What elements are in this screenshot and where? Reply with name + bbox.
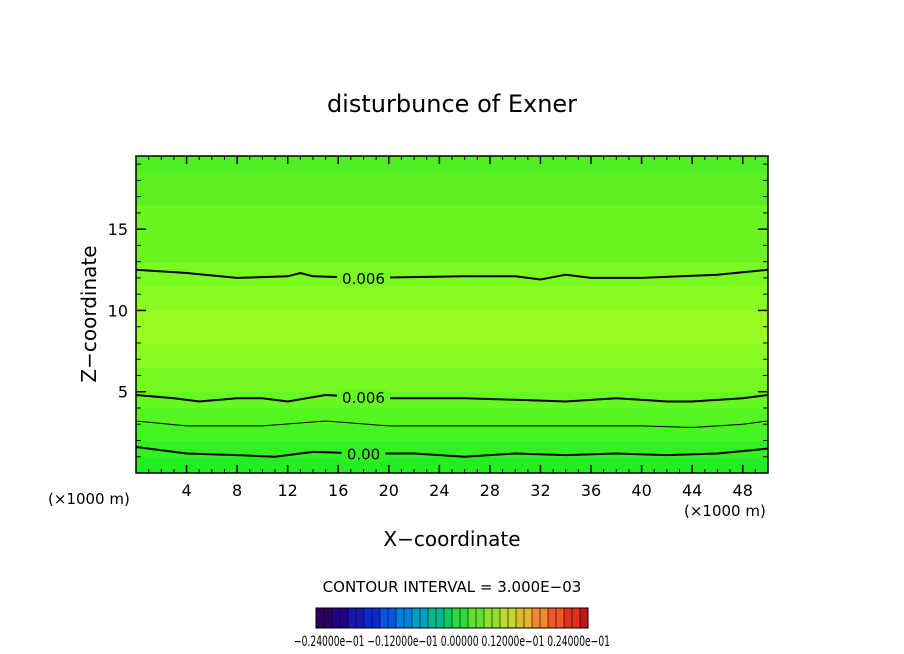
y-tick-label: 5 xyxy=(118,383,128,402)
x-axis-label: X−coordinate xyxy=(383,527,520,551)
svg-text:0.006: 0.006 xyxy=(342,270,385,288)
colorbar-swatch xyxy=(316,608,324,628)
colorbar-swatch xyxy=(436,608,444,628)
colorbar-swatch xyxy=(348,608,356,628)
x-tick-label: 44 xyxy=(682,481,702,500)
colorbar-swatch xyxy=(332,608,340,628)
colorbar-swatch xyxy=(540,608,548,628)
y-axis-ticks: 5 10 15 xyxy=(108,163,768,458)
colorbar-swatch xyxy=(580,608,588,628)
colorbar-swatch xyxy=(524,608,532,628)
fill-band-7 xyxy=(136,310,768,344)
colorbar-labels: −0.24000e−01 −0.12000e−01 0.00000 0.1200… xyxy=(294,634,610,650)
x-tick-label: 28 xyxy=(480,481,500,500)
colorbar-swatch xyxy=(324,608,332,628)
colorbar-swatch xyxy=(564,608,572,628)
svg-text:0.006: 0.006 xyxy=(342,389,385,407)
x-tick-label: 8 xyxy=(232,481,242,500)
colorbar-swatch xyxy=(532,608,540,628)
colorbar-swatch xyxy=(428,608,436,628)
x-tick-label: 36 xyxy=(581,481,601,500)
colorbar xyxy=(315,608,588,628)
colorbar-swatch xyxy=(460,608,468,628)
colorbar-swatch xyxy=(444,608,452,628)
fill-band-0 xyxy=(136,456,768,473)
x-tick-label: 4 xyxy=(181,481,191,500)
fill-band-4 xyxy=(136,391,768,409)
colorbar-swatch xyxy=(556,608,564,628)
colorbar-frame xyxy=(315,607,589,629)
x-unit-left: (×1000 m) xyxy=(48,490,130,508)
x-tick-label: 24 xyxy=(429,481,449,500)
contour-line-3 xyxy=(136,446,768,458)
colorbar-swatch xyxy=(452,608,460,628)
colorbar-swatch xyxy=(372,608,380,628)
colorbar-swatch xyxy=(420,608,428,628)
colorbar-swatch xyxy=(516,608,524,628)
y-axis-label: Z−coordinate xyxy=(77,245,101,382)
x-unit-right: (×1000 m) xyxy=(684,502,766,520)
fill-band-12 xyxy=(136,156,768,173)
colorbar-swatch xyxy=(508,608,516,628)
x-tick-label: 20 xyxy=(379,481,399,500)
contour-line-0 xyxy=(136,268,768,281)
colorbar-swatch xyxy=(484,608,492,628)
x-tick-label: 32 xyxy=(530,481,550,500)
colorbar-swatch xyxy=(492,608,500,628)
contour-lines xyxy=(136,268,768,458)
contour-fill-bands xyxy=(136,156,768,473)
fill-band-8 xyxy=(136,286,768,311)
fill-band-3 xyxy=(136,407,768,425)
colorbar-swatch xyxy=(388,608,396,628)
x-axis-ticks: 4 8 12 16 20 24 28 32 36 40 44 48 xyxy=(148,156,756,500)
x-tick-label: 48 xyxy=(733,481,753,500)
colorbar-swatch xyxy=(396,608,404,628)
fill-band-9 xyxy=(136,261,768,287)
x-tick-label: 40 xyxy=(631,481,651,500)
y-tick-label: 15 xyxy=(108,220,128,239)
x-tick-label: 16 xyxy=(328,481,348,500)
fill-band-11 xyxy=(136,172,768,206)
contour-labels: 0.006 0.006 0.00 xyxy=(337,269,391,463)
colorbar-swatch xyxy=(404,608,412,628)
colorbar-swatch xyxy=(412,608,420,628)
contour-label-3: 0.00 xyxy=(341,445,386,463)
colorbar-swatch xyxy=(468,608,476,628)
svg-text:0.00: 0.00 xyxy=(347,445,380,463)
x-tick-label: 12 xyxy=(278,481,298,500)
contour-line-1 xyxy=(136,393,768,403)
contour-label-0: 0.006 xyxy=(337,269,391,288)
contour-label-1: 0.006 xyxy=(337,388,391,407)
colorbar-swatch xyxy=(548,608,556,628)
contour-interval-note: CONTOUR INTERVAL = 3.000E−03 xyxy=(323,578,582,596)
fill-band-5 xyxy=(136,367,768,393)
fill-band-2 xyxy=(136,424,768,441)
fill-band-10 xyxy=(136,204,768,263)
colorbar-swatch xyxy=(500,608,508,628)
colorbar-swatch xyxy=(340,608,348,628)
colorbar-swatch xyxy=(572,608,580,628)
colorbar-swatch xyxy=(356,608,364,628)
y-tick-label: 10 xyxy=(108,301,128,320)
colorbar-swatch xyxy=(364,608,372,628)
contour-line-2 xyxy=(136,420,768,429)
chart-title: disturbunce of Exner xyxy=(327,90,577,118)
colorbar-swatch xyxy=(380,608,388,628)
colorbar-swatch xyxy=(476,608,484,628)
fill-band-6 xyxy=(136,342,768,368)
